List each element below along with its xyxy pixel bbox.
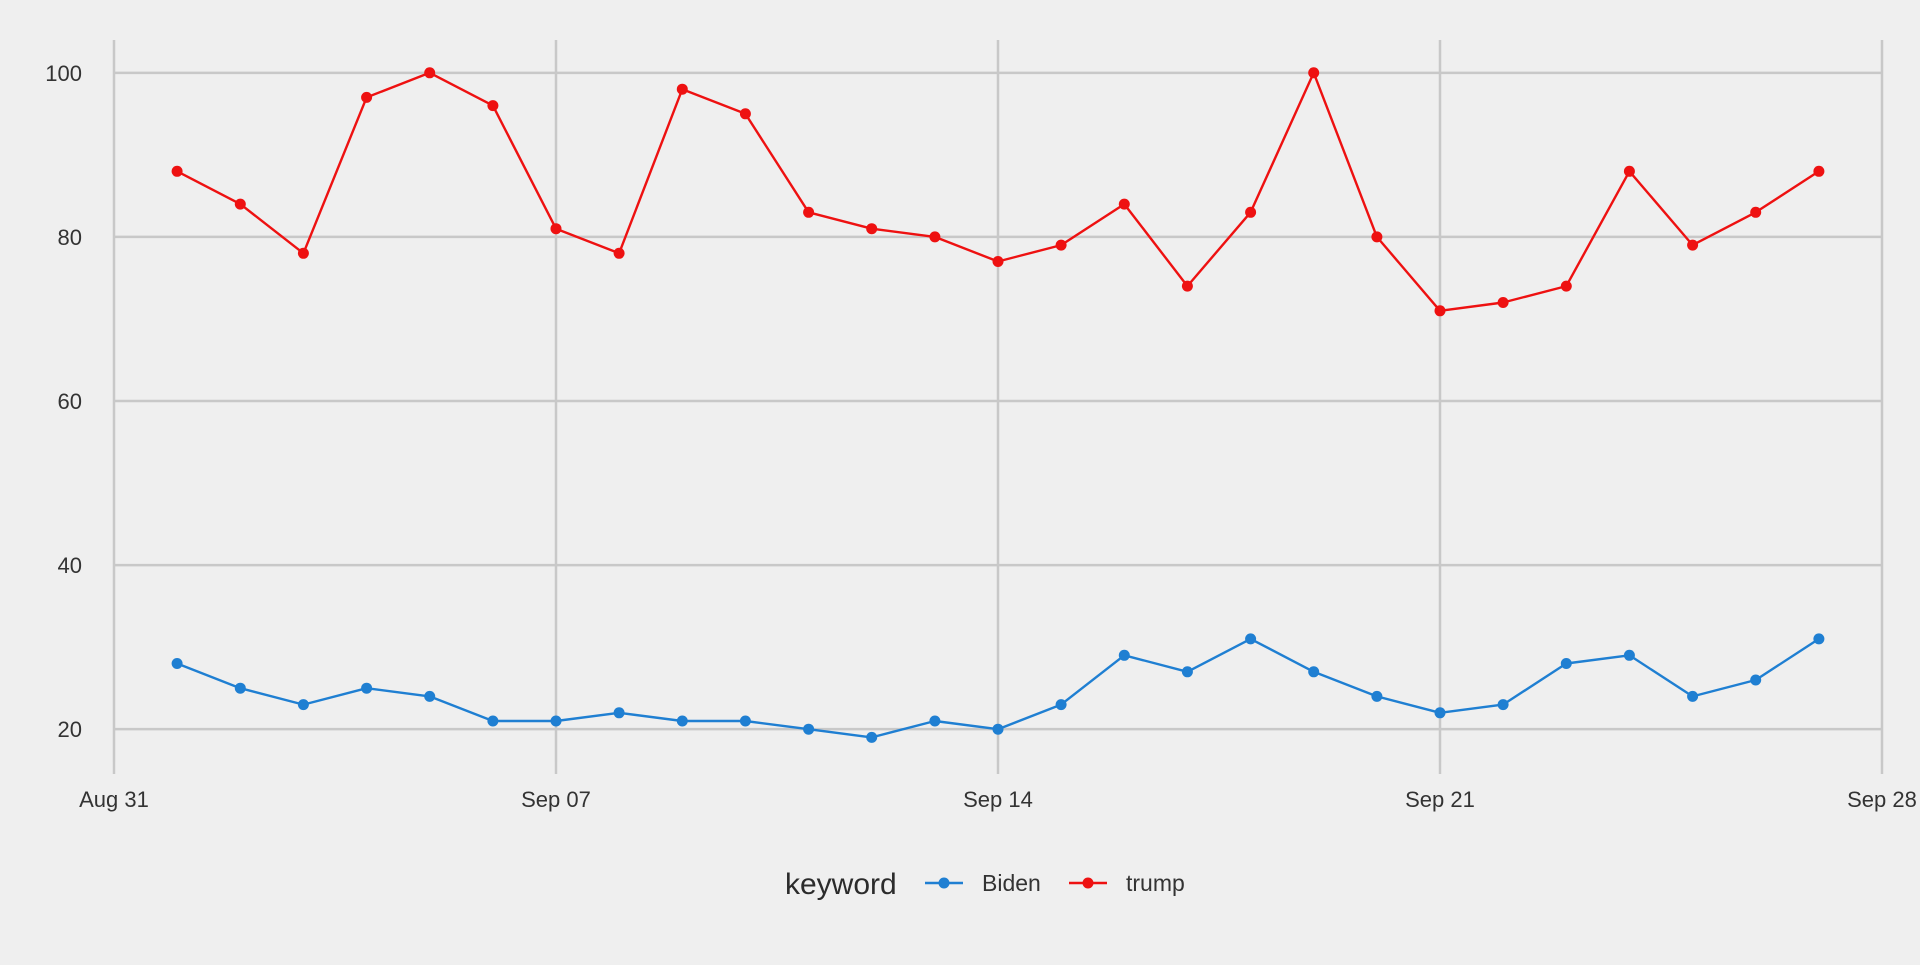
data-point-biden — [866, 731, 878, 743]
grid — [112, 40, 1884, 762]
data-point-trump — [1181, 280, 1193, 292]
data-point-biden — [550, 715, 562, 727]
data-point-trump — [1245, 206, 1257, 218]
data-point-biden — [361, 682, 373, 694]
data-point-trump — [487, 100, 499, 112]
data-point-trump — [297, 247, 309, 259]
x-tick-label: Sep 28 — [1847, 787, 1917, 812]
data-point-trump — [171, 165, 183, 177]
data-point-trump — [1371, 231, 1383, 243]
data-point-biden — [803, 723, 815, 735]
data-point-biden — [487, 715, 499, 727]
data-point-biden — [1371, 690, 1383, 702]
data-point-biden — [1434, 707, 1446, 719]
x-tick-label: Sep 07 — [521, 787, 591, 812]
axes: 20 40 60 80 100 Aug 31 Sep 07 Sep 14 Sep 21 Sep 2… — [45, 61, 1917, 812]
data-point-trump — [613, 247, 625, 259]
data-point-biden — [297, 699, 309, 711]
x-tick-label: Aug 31 — [79, 787, 149, 812]
data-point-trump — [234, 198, 246, 210]
y-tick-label: 40 — [58, 553, 82, 578]
y-tick-label: 60 — [58, 389, 82, 414]
legend-key-point — [1082, 877, 1094, 889]
data-point-trump — [739, 108, 751, 120]
data-point-trump — [1055, 239, 1067, 251]
legend: keyword Biden trump — [785, 868, 1185, 901]
data-point-biden — [613, 707, 625, 719]
data-point-trump — [992, 256, 1004, 267]
data-point-trump — [1434, 305, 1446, 317]
legend-label-trump: trump — [1126, 870, 1185, 896]
data-point-trump — [1308, 67, 1320, 79]
data-point-trump — [1118, 198, 1130, 210]
data-point-trump — [929, 231, 941, 243]
x-tick-label: Sep 14 — [963, 787, 1033, 812]
data-point-biden — [992, 723, 1004, 735]
data-point-trump — [361, 91, 373, 103]
legend-label-biden: Biden — [982, 870, 1041, 896]
data-point-biden — [1750, 674, 1762, 686]
data-point-biden — [1055, 699, 1067, 711]
data-point-biden — [1623, 649, 1635, 661]
data-point-biden — [1181, 666, 1193, 678]
data-point-trump — [1623, 165, 1635, 177]
data-point-biden — [1118, 649, 1130, 661]
data-point-trump — [1813, 165, 1825, 177]
y-tick-label: 80 — [58, 225, 82, 250]
data-point-biden — [676, 715, 688, 727]
data-point-trump — [1497, 297, 1509, 308]
data-point-biden — [1245, 633, 1257, 645]
data-point-trump — [1750, 206, 1762, 218]
y-tick-label: 20 — [58, 717, 82, 742]
data-point-biden — [424, 690, 436, 702]
data-point-biden — [171, 658, 183, 669]
legend-key-point — [938, 877, 950, 889]
data-point-biden — [1560, 658, 1572, 669]
data-point-biden — [929, 715, 941, 727]
data-point-trump — [550, 223, 562, 235]
data-point-biden — [1308, 666, 1320, 678]
data-point-trump — [424, 67, 436, 79]
x-tick-label: Sep 21 — [1405, 787, 1475, 812]
data-point-biden — [1497, 699, 1509, 711]
data-point-biden — [1813, 633, 1825, 645]
series — [171, 67, 1825, 743]
y-tick-label: 100 — [45, 61, 82, 86]
data-point-trump — [676, 83, 688, 95]
data-point-trump — [1560, 280, 1572, 292]
data-point-trump — [1687, 239, 1699, 251]
legend-title: keyword — [785, 868, 897, 901]
data-point-trump — [866, 223, 878, 235]
data-point-biden — [739, 715, 751, 727]
data-point-biden — [1687, 690, 1699, 702]
data-point-trump — [803, 206, 815, 218]
data-point-biden — [234, 682, 246, 694]
